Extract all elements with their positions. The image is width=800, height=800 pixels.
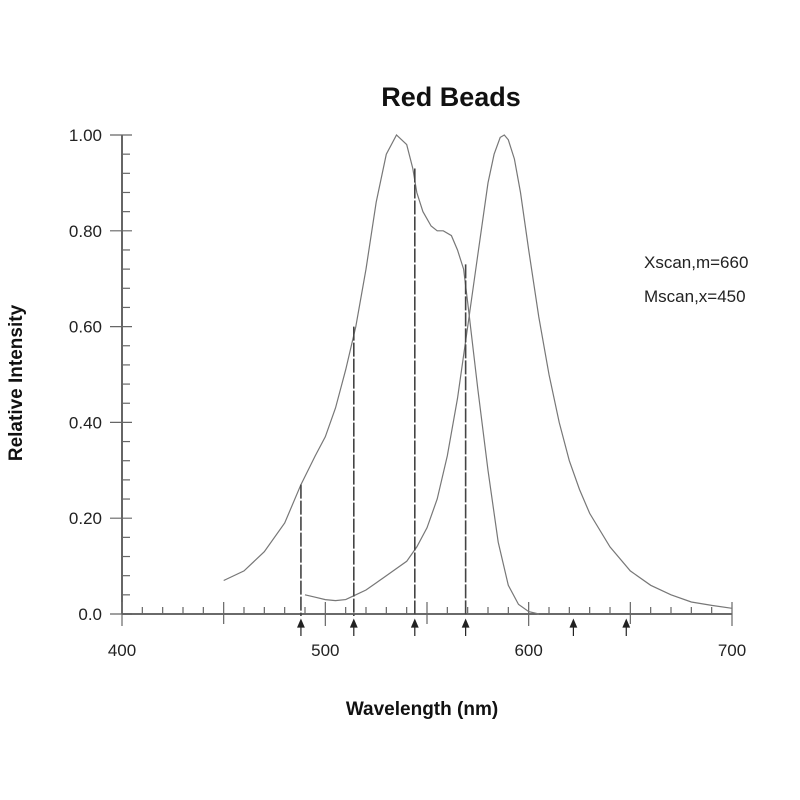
legend: Xscan,m=660 Mscan,x=450 — [644, 253, 748, 306]
y-tick-label: 0.60 — [69, 318, 102, 337]
arrow-marker — [410, 618, 419, 636]
arrow-marker — [349, 618, 358, 636]
y-tick-label: 0.20 — [69, 509, 102, 528]
legend-entry-mscan: Mscan,x=450 — [644, 287, 746, 306]
x-axis-label: Wavelength (nm) — [346, 699, 498, 720]
arrow-head — [349, 618, 358, 628]
arrow-head — [622, 618, 631, 628]
x-axis: 400 500 600 700 — [108, 602, 746, 660]
arrow-head — [410, 618, 419, 628]
arrow-head — [461, 618, 470, 628]
x-tick-label: 600 — [514, 641, 542, 660]
wavelength-markers — [297, 618, 631, 636]
arrow-marker — [461, 618, 470, 636]
arrow-head — [569, 618, 578, 628]
y-tick-label: 0.0 — [78, 605, 102, 624]
y-tick-label: 0.40 — [69, 413, 102, 432]
chart-title: Red Beads — [381, 82, 521, 112]
x-tick-label: 700 — [718, 641, 746, 660]
arrow-marker — [622, 618, 631, 636]
arrow-head — [297, 618, 305, 628]
arrow-marker — [297, 618, 305, 636]
series-line-mscan — [304, 134, 733, 609]
arrow-marker — [569, 618, 578, 636]
x-tick-label: 400 — [108, 641, 136, 660]
series-line-xscan — [223, 134, 539, 615]
y-axis: 0.0 0.20 0.40 0.60 0.80 1.00 — [69, 126, 132, 624]
series-curves — [223, 134, 733, 615]
y-tick-label: 1.00 — [69, 126, 102, 145]
y-tick-label: 0.80 — [69, 222, 102, 241]
legend-entry-xscan: Xscan,m=660 — [644, 253, 748, 272]
y-axis-label: Relative Intensity — [6, 304, 27, 461]
drop-lines — [300, 168, 467, 616]
x-tick-label: 500 — [311, 641, 339, 660]
